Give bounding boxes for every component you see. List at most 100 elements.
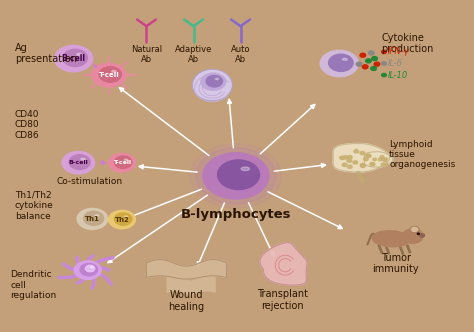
Circle shape [418, 233, 419, 234]
Text: Dendritic
cell
regulation: Dendritic cell regulation [10, 270, 56, 300]
Circle shape [360, 151, 365, 155]
Circle shape [54, 45, 93, 72]
Circle shape [73, 260, 102, 280]
Circle shape [76, 208, 109, 230]
Circle shape [367, 155, 371, 157]
Text: Auto
Ab: Auto Ab [231, 45, 250, 64]
Text: B-cell: B-cell [62, 54, 86, 63]
Circle shape [381, 163, 385, 166]
Ellipse shape [124, 216, 128, 217]
Circle shape [365, 59, 371, 63]
Circle shape [384, 158, 388, 160]
Circle shape [354, 150, 359, 153]
Circle shape [91, 62, 127, 88]
Circle shape [328, 54, 353, 71]
Circle shape [114, 213, 132, 225]
Polygon shape [365, 152, 393, 167]
Circle shape [347, 155, 352, 159]
Text: Ag
presentation: Ag presentation [15, 43, 77, 64]
Circle shape [343, 156, 348, 159]
Circle shape [347, 165, 352, 168]
Circle shape [383, 159, 387, 162]
Ellipse shape [90, 266, 93, 268]
Circle shape [69, 155, 90, 169]
Circle shape [373, 158, 376, 161]
Circle shape [342, 163, 347, 167]
Text: IL-10: IL-10 [388, 71, 408, 80]
Circle shape [319, 49, 359, 77]
Circle shape [402, 229, 423, 243]
Circle shape [200, 72, 227, 91]
Ellipse shape [112, 70, 116, 72]
Text: B-cell: B-cell [68, 160, 88, 165]
Circle shape [218, 160, 260, 190]
Circle shape [382, 50, 386, 53]
Text: Th1/Th2
cytokine
balance: Th1/Th2 cytokine balance [15, 191, 54, 220]
Text: Adaptive
Ab: Adaptive Ab [175, 45, 212, 64]
Ellipse shape [81, 158, 85, 160]
Text: T-cell: T-cell [99, 72, 119, 78]
Text: IL-6: IL-6 [388, 59, 402, 68]
Circle shape [380, 155, 384, 158]
Text: Natural
Ab: Natural Ab [131, 45, 162, 64]
Circle shape [362, 65, 368, 69]
Circle shape [372, 56, 377, 60]
Circle shape [419, 234, 424, 237]
Ellipse shape [95, 215, 99, 216]
Circle shape [364, 157, 368, 161]
Circle shape [378, 158, 382, 161]
Circle shape [196, 148, 276, 204]
Circle shape [384, 163, 388, 166]
Ellipse shape [124, 159, 128, 160]
Circle shape [370, 163, 374, 166]
Circle shape [63, 49, 87, 66]
Circle shape [360, 163, 365, 167]
Circle shape [353, 161, 357, 164]
Circle shape [368, 51, 374, 55]
Ellipse shape [77, 53, 82, 55]
Text: Co-stimulation: Co-stimulation [57, 177, 123, 186]
Circle shape [361, 164, 365, 167]
Circle shape [381, 157, 384, 160]
Polygon shape [146, 260, 227, 279]
Polygon shape [260, 243, 307, 285]
Circle shape [114, 156, 132, 168]
Text: Th1: Th1 [85, 216, 100, 222]
Circle shape [206, 75, 222, 87]
Circle shape [382, 62, 386, 65]
Text: Cytokine
production: Cytokine production [382, 33, 434, 54]
Circle shape [412, 227, 418, 231]
Ellipse shape [241, 167, 249, 171]
Circle shape [360, 53, 365, 57]
Circle shape [108, 153, 136, 173]
Circle shape [85, 265, 95, 272]
Ellipse shape [192, 69, 232, 101]
Text: Th2: Th2 [115, 216, 129, 222]
Text: CD40
CD80
CD86: CD40 CD80 CD86 [15, 110, 39, 139]
Circle shape [61, 151, 95, 175]
Circle shape [84, 211, 104, 225]
Circle shape [356, 62, 362, 66]
Circle shape [410, 226, 419, 233]
Circle shape [99, 67, 121, 82]
Circle shape [190, 144, 282, 208]
Text: T-cell: T-cell [113, 160, 131, 165]
Circle shape [382, 73, 386, 77]
Text: Transplant
rejection: Transplant rejection [257, 289, 309, 311]
Ellipse shape [372, 231, 410, 247]
Text: Wound
healing: Wound healing [168, 290, 204, 311]
Text: Lymphoid
tissue
organogenesis: Lymphoid tissue organogenesis [389, 139, 456, 169]
Circle shape [374, 62, 380, 66]
Circle shape [371, 163, 375, 166]
Ellipse shape [342, 58, 347, 60]
Circle shape [365, 154, 370, 157]
Text: B-lymphocytes: B-lymphocytes [181, 208, 291, 221]
Circle shape [340, 156, 345, 159]
Circle shape [80, 264, 98, 276]
Polygon shape [167, 275, 215, 294]
Circle shape [202, 152, 270, 200]
Polygon shape [333, 143, 390, 172]
Circle shape [108, 209, 136, 229]
Circle shape [347, 159, 352, 162]
Circle shape [371, 66, 376, 70]
